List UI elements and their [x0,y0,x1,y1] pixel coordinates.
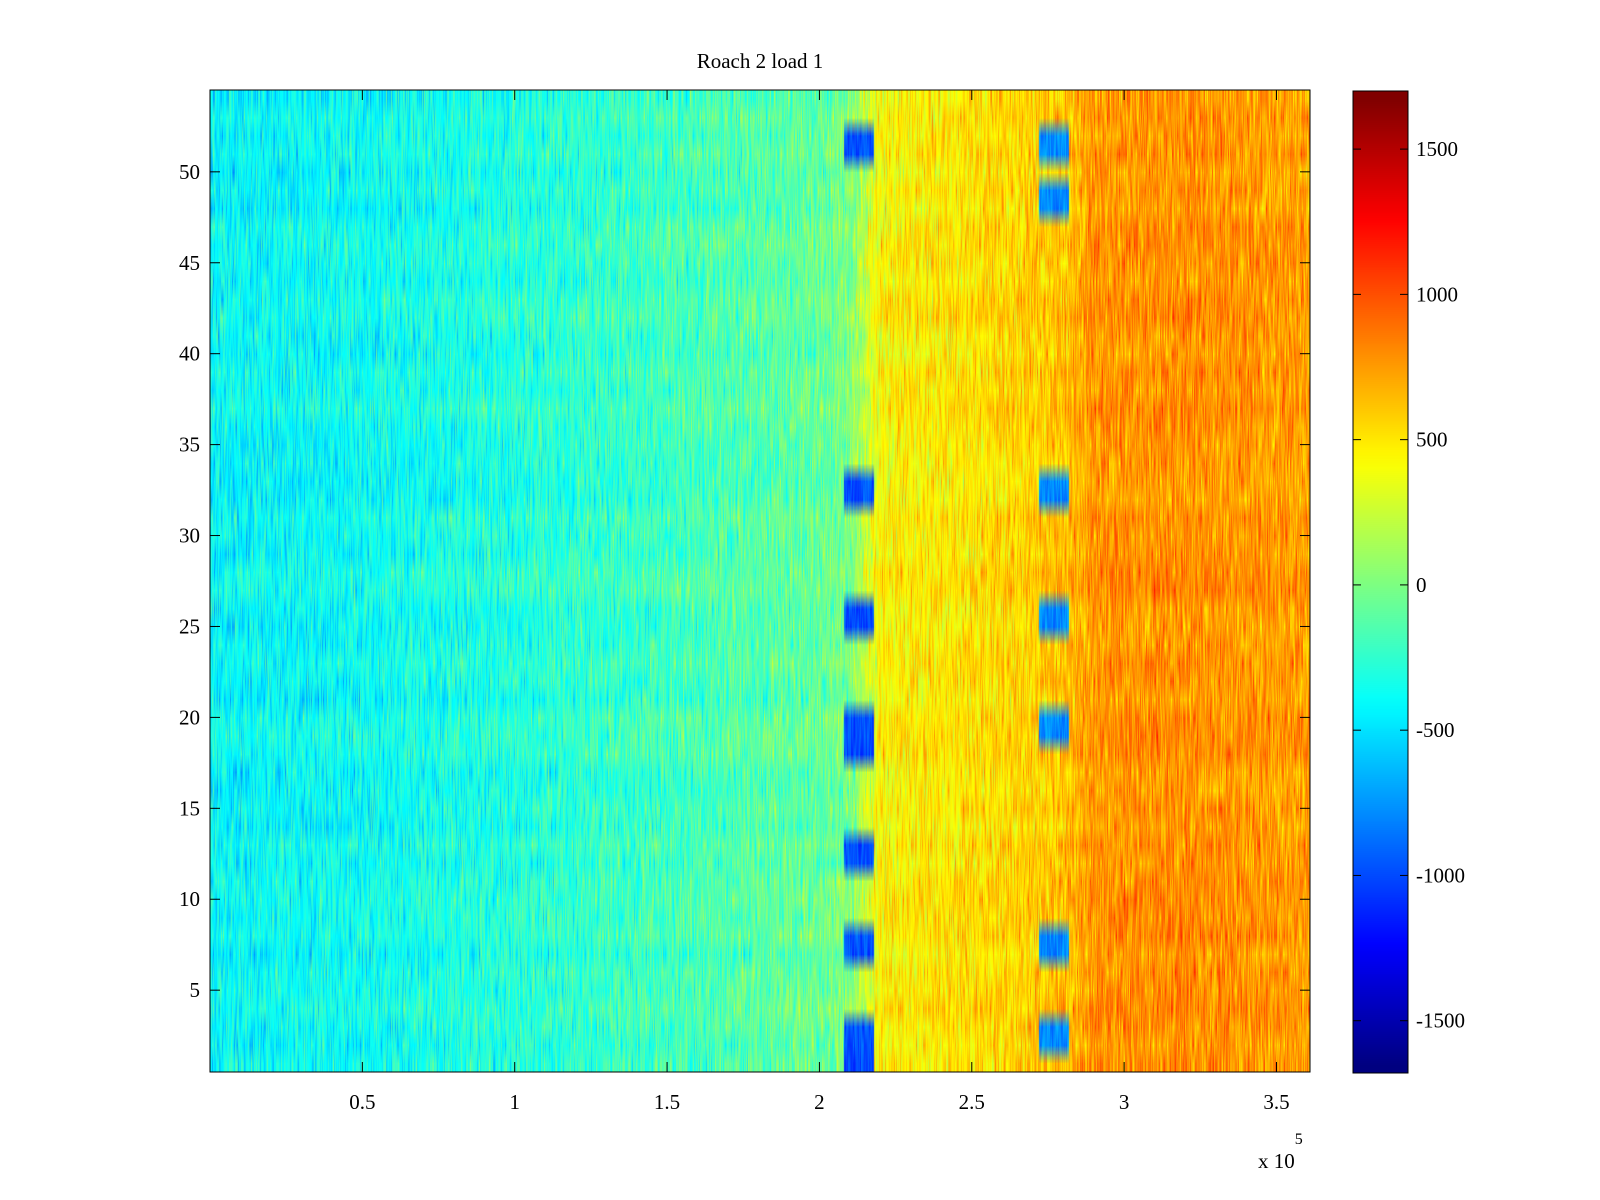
y-tick-label: 30 [179,524,200,548]
x-axis: 0.5 1 1.5 2 2.5 3 3.5 [349,90,1290,1114]
y-tick-label: 50 [179,160,200,184]
colorbar-frame [1352,90,1409,1074]
colorbar-tick-label: -500 [1416,718,1455,742]
x-axis-multiplier-base: x 10 [1258,1149,1295,1173]
colorbar: -1500 -1000 -500 0 500 1000 1500 [1352,90,1465,1074]
y-tick-label: 40 [179,342,200,366]
x-tick-label: 3.5 [1263,1090,1289,1114]
plot-area [209,89,1311,1073]
colorbar-tick-label: 0 [1416,573,1427,597]
colorbar-gradient [1353,91,1408,1073]
chart-title: Roach 2 load 1 [697,49,824,73]
x-tick-label: 0.5 [349,1090,375,1114]
x-tick-label: 1 [509,1090,520,1114]
x-axis-multiplier-exponent: 5 [1295,1131,1303,1148]
colorbar-tick-label: 1500 [1416,137,1458,161]
y-tick-label: 15 [179,796,200,820]
y-tick-label: 5 [190,978,201,1002]
y-tick-label: 35 [179,433,200,457]
colorbar-tick-label: -1000 [1416,863,1465,887]
x-tick-label: 1.5 [654,1090,680,1114]
y-tick-label: 20 [179,705,200,729]
colorbar-tick-label: 500 [1416,428,1448,452]
x-tick-label: 2.5 [959,1090,985,1114]
x-tick-label: 2 [814,1090,825,1114]
y-tick-label: 45 [179,251,200,275]
x-tick-label: 3 [1119,1090,1130,1114]
plot-frame [209,89,1311,1073]
x-axis-multiplier: x 105 [1258,1131,1303,1173]
colorbar-tick-label: 1000 [1416,282,1458,306]
y-tick-label: 25 [179,614,200,638]
colorbar-ticks: -1500 -1000 -500 0 500 1000 1500 [1353,137,1465,1033]
heatmap-image [210,90,1310,1072]
y-axis: 5 10 15 20 25 30 35 40 45 50 [179,160,1310,1002]
colorbar-tick-label: -1500 [1416,1009,1465,1033]
y-tick-label: 10 [179,887,200,911]
